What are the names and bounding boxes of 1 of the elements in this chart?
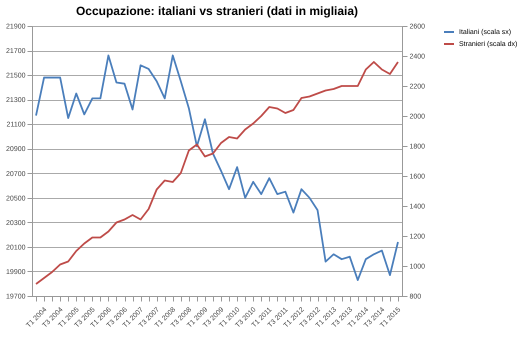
chart-title: Occupazione: italiani vs stranieri (dati in migliaia) xyxy=(76,4,358,18)
